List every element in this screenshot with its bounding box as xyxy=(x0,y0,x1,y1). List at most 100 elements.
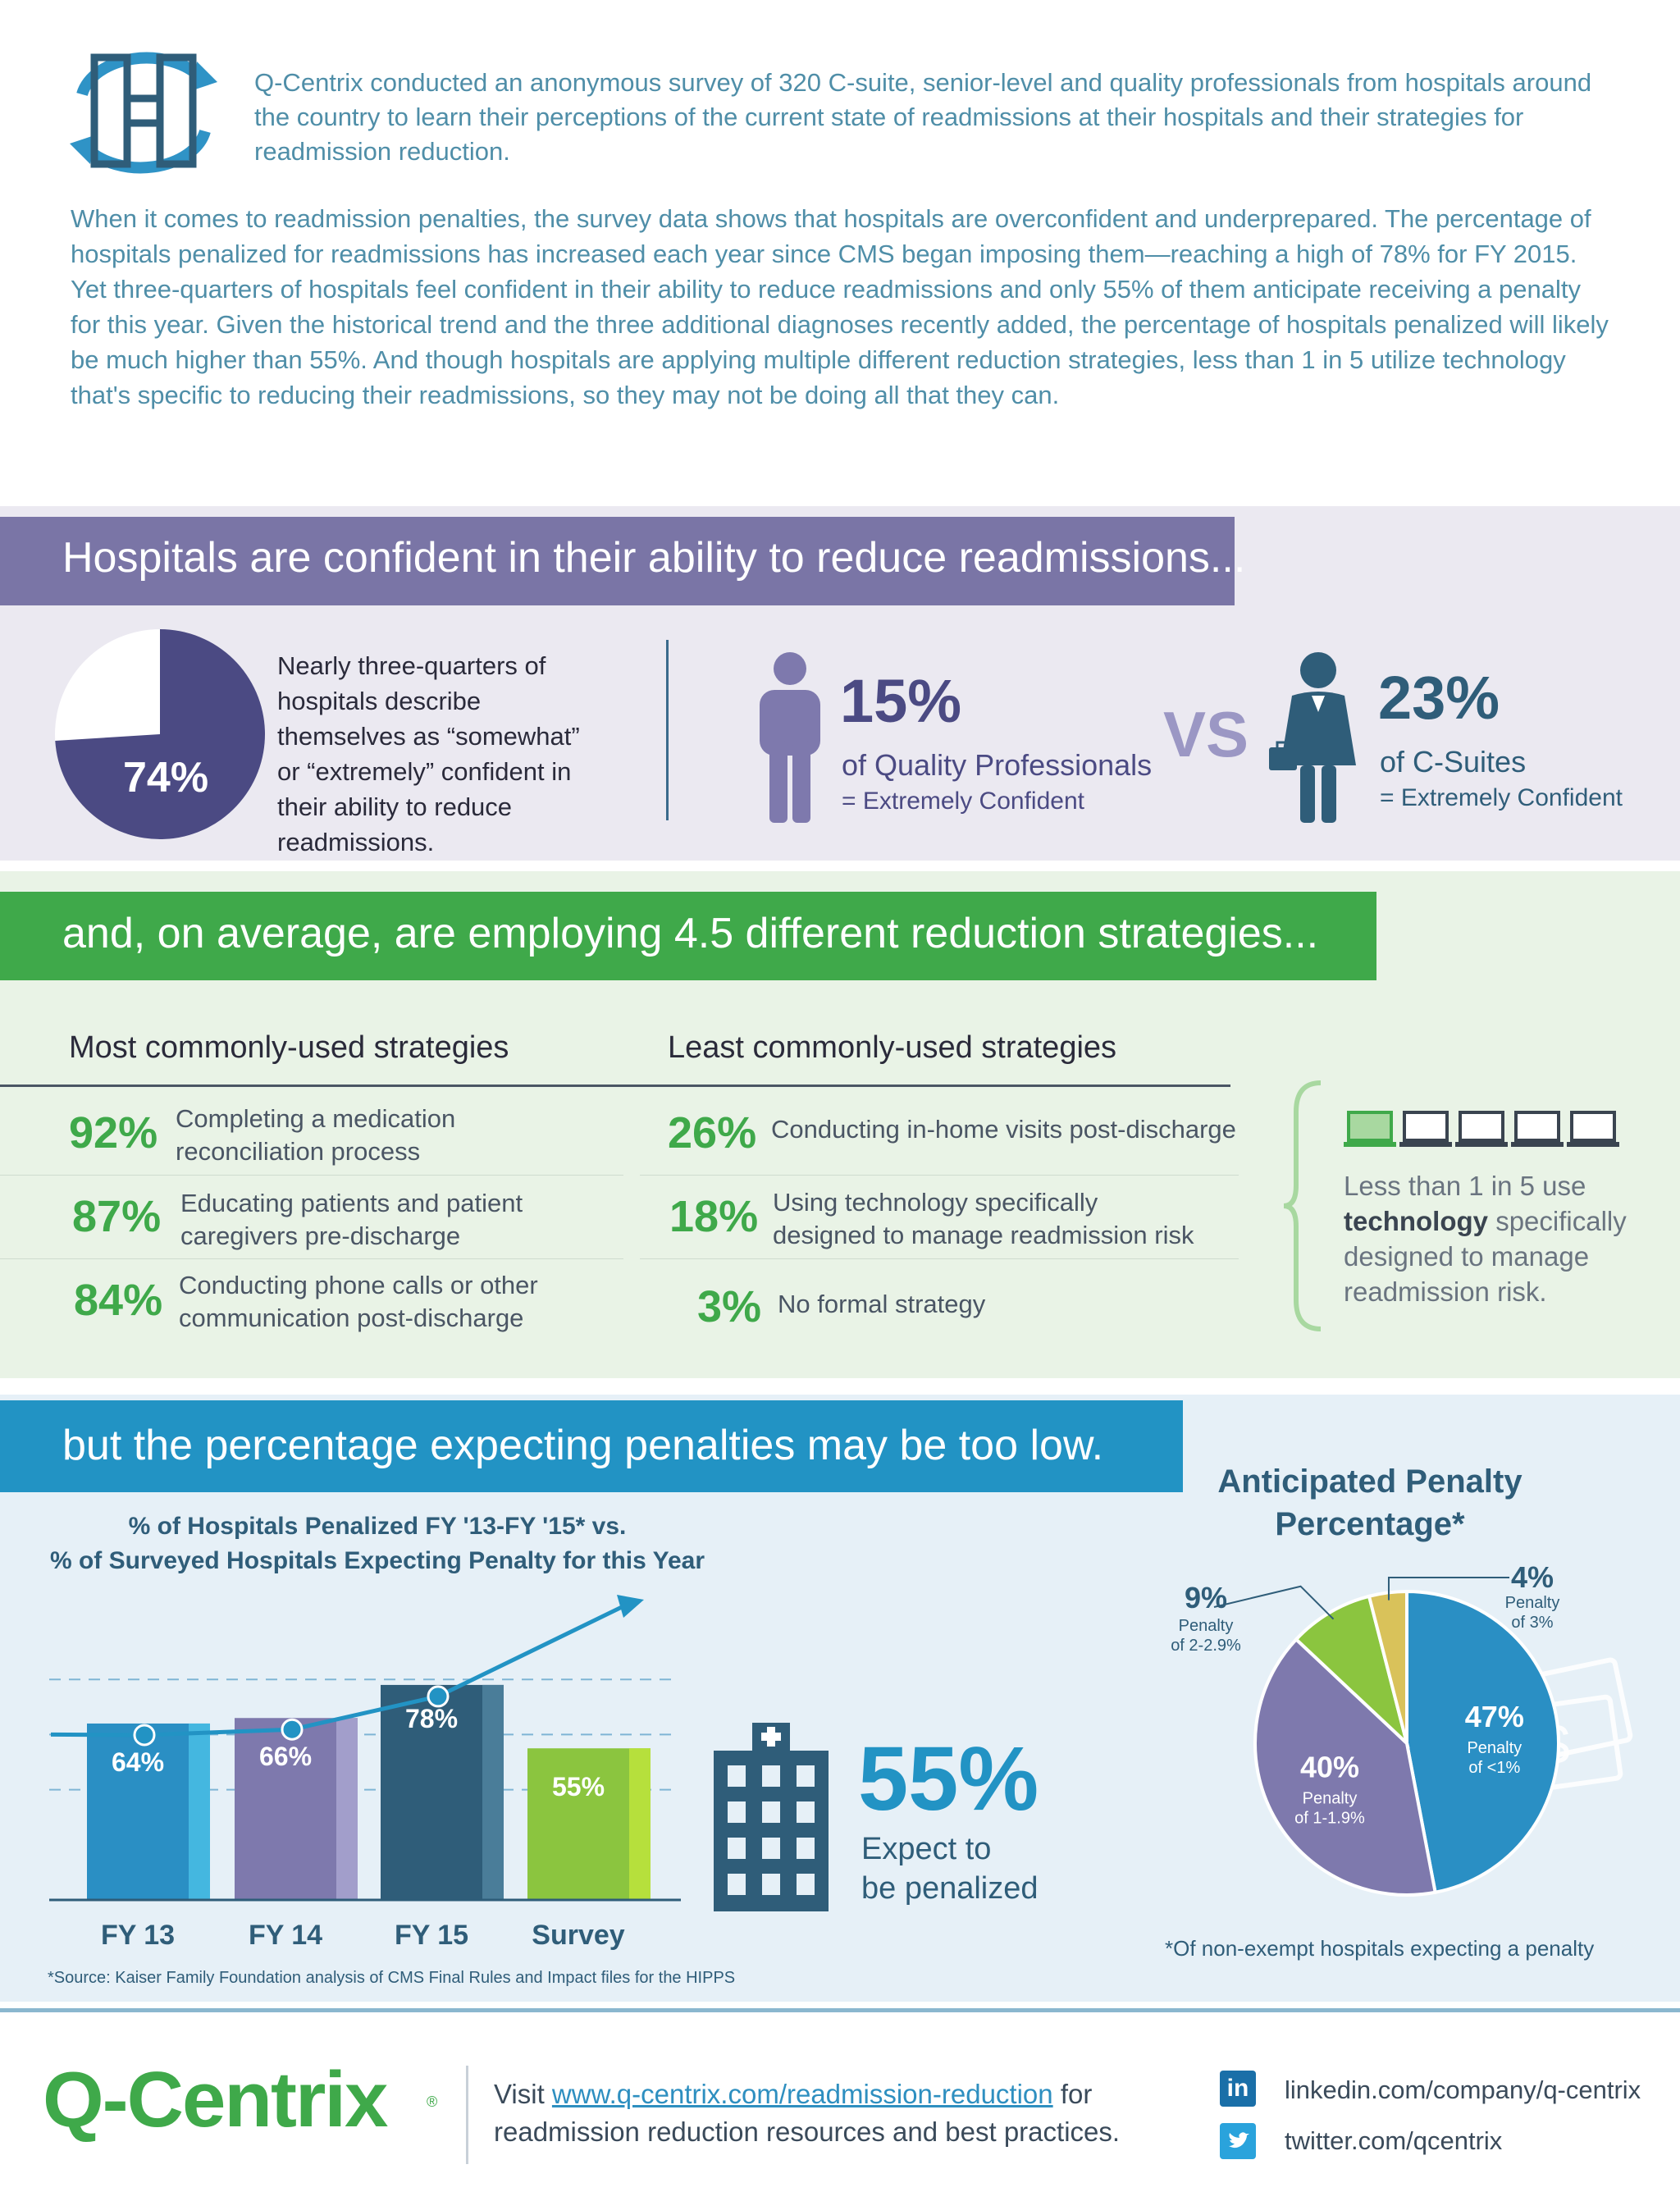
bar-value-label: 64% xyxy=(112,1747,164,1777)
least-strategy-pct: 3% xyxy=(697,1282,762,1331)
bar-value-label: 55% xyxy=(552,1772,605,1801)
most-strategy-text: Educating patients and patient caregiver… xyxy=(180,1189,523,1250)
most-strategy-text: Conducting phone calls or other communic… xyxy=(179,1271,538,1332)
most-strategy-text: Completing a medication reconciliation p… xyxy=(176,1104,456,1166)
least-strategy-pct: 18% xyxy=(669,1192,759,1241)
c-suite-sub: = Extremely Confident xyxy=(1380,784,1623,811)
laptop-icon xyxy=(1399,1111,1452,1147)
visit-text: Visit www.q-centrix.com/readmission-redu… xyxy=(494,2075,1120,2151)
bar-category-label: FY 15 xyxy=(395,1920,468,1951)
hospital-building-icon xyxy=(714,1723,829,1911)
section-confidence-header xyxy=(0,517,1235,605)
confidence-pie-label: 74% xyxy=(123,754,209,801)
intro-paragraph-1: Q-Centrix conducted an anonymous survey … xyxy=(254,68,1592,166)
pie-slice-label: Penalty xyxy=(1505,1594,1560,1612)
pie-slice-label: Penalty xyxy=(1179,1617,1234,1635)
registered-mark: ® xyxy=(427,2094,438,2110)
pie-slice-pct: 9% xyxy=(1185,1581,1227,1614)
linkedin-link[interactable]: linkedin.com/company/q-centrix xyxy=(1285,2075,1641,2104)
trend-point xyxy=(133,1724,156,1747)
penalized-bar-chart: 64% FY 13 66% FY 14 78% FY 15 55% Survey xyxy=(49,1595,681,1951)
expect-penalized-line-1: Expect to xyxy=(861,1832,992,1866)
confidence-pie-slice xyxy=(55,629,265,839)
footer-rule xyxy=(0,2008,1680,2012)
pie-slice xyxy=(1253,1637,1438,1897)
pie-slice-label: of 2-2.9% xyxy=(1171,1637,1241,1655)
laptop-icon xyxy=(1344,1111,1396,1147)
pie-slice-label: of <1% xyxy=(1468,1759,1520,1777)
bar-chart-title-line-2: % of Surveyed Hospitals Expecting Penalt… xyxy=(49,1547,705,1574)
trend-point xyxy=(427,1685,450,1708)
pie-slice-label: Penalty xyxy=(1303,1790,1358,1808)
most-strategy-pct: 92% xyxy=(69,1108,158,1158)
section-penalties-title: but the percentage expecting penalties m… xyxy=(62,1422,1104,1469)
least-strategies-title: Least commonly-used strategies xyxy=(668,1030,1117,1065)
bar-value-label: 66% xyxy=(259,1742,312,1771)
q-centrix-h-logo-icon xyxy=(70,52,217,174)
intro-paragraph-2: When it comes to readmission penalties, … xyxy=(71,204,1609,409)
most-strategy-pct: 87% xyxy=(72,1192,162,1241)
penalty-pie-chart: 47% Penalty of <1% 40% Penalty of 1-1.9% 9% Pen… xyxy=(1171,1560,1560,1897)
section-confidence-title: Hospitals are confident in their ability… xyxy=(62,534,1246,582)
pie-slice-pct: 40% xyxy=(1300,1751,1359,1784)
c-suite-pct: 23% xyxy=(1378,664,1500,732)
laptop-icon xyxy=(1455,1111,1508,1147)
bar-shade xyxy=(336,1718,358,1900)
tech-callout-pre: Less than 1 in 5 use xyxy=(1344,1171,1586,1201)
expect-penalized-line-2: be penalized xyxy=(861,1871,1039,1906)
confidence-pie-text: Nearly three-quarters of hospitals descr… xyxy=(277,651,580,856)
row-divider xyxy=(0,1258,623,1259)
least-strategy-pct: 26% xyxy=(668,1108,757,1158)
bar-category-label: FY 13 xyxy=(101,1920,175,1951)
strategies-rule xyxy=(0,1085,1230,1087)
row-divider xyxy=(640,1175,1239,1176)
row-divider xyxy=(0,1175,623,1176)
least-strategy-text: Using technology specifically designed t… xyxy=(773,1188,1194,1249)
trend-point xyxy=(281,1718,304,1741)
least-strategy-text: Conducting in-home visits post-discharge xyxy=(771,1115,1236,1144)
bar-shade xyxy=(189,1723,210,1900)
row-divider xyxy=(640,1258,1239,1259)
tech-callout-post: specifically designed to manage readmiss… xyxy=(1344,1206,1627,1307)
bar-shade xyxy=(482,1684,504,1900)
visit-line-2: readmission reduction resources and best… xyxy=(494,2117,1121,2147)
penalty-pie-title: Anticipated Penalty Percentage* xyxy=(1165,1460,1575,1546)
bar-shade xyxy=(629,1748,651,1900)
curly-brace-icon xyxy=(1283,1080,1322,1331)
section-strategies-header xyxy=(0,892,1376,980)
section-penalties-header xyxy=(0,1400,1183,1492)
vs-label: VS xyxy=(1163,698,1249,770)
c-suite-businesswoman-icon xyxy=(1269,652,1356,823)
twitter-link[interactable]: twitter.com/qcentrix xyxy=(1285,2126,1503,2155)
visit-post: for xyxy=(1060,2079,1093,2109)
trend-line xyxy=(50,1604,625,1738)
divider xyxy=(666,640,669,820)
linkedin-icon[interactable]: in xyxy=(1220,2071,1256,2107)
visit-pre: Visit xyxy=(494,2079,545,2109)
expect-penalized-pct: 55% xyxy=(858,1728,1039,1829)
penalty-pie-title-line-2: Percentage* xyxy=(1275,1506,1465,1542)
bar-chart-source: *Source: Kaiser Family Foundation analys… xyxy=(48,1969,736,1987)
tech-callout-bold: technology xyxy=(1344,1206,1489,1236)
pie-slice-pct: 47% xyxy=(1465,1700,1524,1733)
readmission-resources-link[interactable]: www.q-centrix.com/readmission-reduction xyxy=(551,2079,1053,2109)
quality-label: of Quality Professionals xyxy=(842,748,1153,782)
twitter-icon[interactable] xyxy=(1220,2123,1256,2159)
trend-arrow-head xyxy=(617,1595,644,1618)
confidence-pie xyxy=(55,629,265,839)
pie-slice xyxy=(1367,1589,1408,1744)
quality-sub: = Extremely Confident xyxy=(842,788,1084,815)
pie-slice xyxy=(1294,1594,1410,1749)
quality-professional-person-icon xyxy=(760,652,820,823)
laptop-icon xyxy=(1511,1111,1564,1147)
bar-chart-title: % of Hospitals Penalized FY '13-FY '15* … xyxy=(33,1509,722,1578)
pie-slice-label: of 3% xyxy=(1511,1614,1553,1632)
section-strategies-title: and, on average, are employing 4.5 diffe… xyxy=(62,910,1319,957)
laptops-icon-row xyxy=(1344,1111,1619,1147)
pie-leader-line xyxy=(1213,1585,1335,1620)
bar-value-label: 78% xyxy=(405,1704,458,1733)
penalty-pie-title-line-1: Anticipated Penalty xyxy=(1217,1464,1522,1500)
quality-pct: 15% xyxy=(840,667,962,735)
least-strategy-text: No formal strategy xyxy=(778,1290,986,1318)
pie-slice xyxy=(1405,1589,1560,1895)
